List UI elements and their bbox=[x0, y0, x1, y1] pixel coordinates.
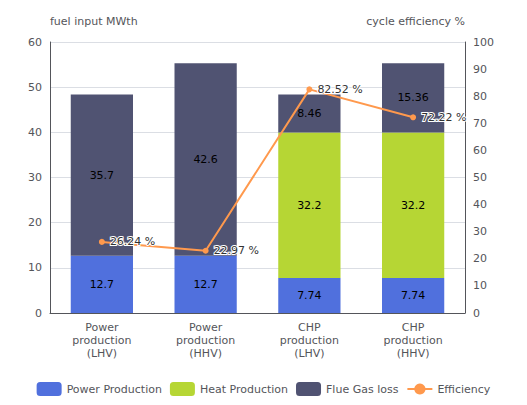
svg-text:50: 50 bbox=[473, 171, 487, 184]
svg-text:20: 20 bbox=[473, 252, 487, 265]
svg-text:Power Production: Power Production bbox=[67, 383, 162, 396]
svg-text:7.74: 7.74 bbox=[297, 289, 322, 302]
svg-text:42.6: 42.6 bbox=[193, 153, 218, 166]
svg-text:CHP: CHP bbox=[402, 321, 425, 334]
svg-text:80: 80 bbox=[473, 90, 487, 103]
svg-text:40: 40 bbox=[28, 126, 42, 139]
svg-text:Flue Gas loss: Flue Gas loss bbox=[326, 383, 399, 396]
svg-text:Power: Power bbox=[189, 321, 223, 334]
svg-text:10: 10 bbox=[473, 279, 487, 292]
svg-text:7.74: 7.74 bbox=[401, 289, 426, 302]
svg-text:100: 100 bbox=[473, 36, 494, 49]
svg-text:50: 50 bbox=[28, 81, 42, 94]
svg-text:10: 10 bbox=[28, 261, 42, 274]
svg-text:26.24 %: 26.24 % bbox=[110, 235, 155, 248]
svg-text:40: 40 bbox=[473, 198, 487, 211]
svg-text:72.22 %: 72.22 % bbox=[421, 111, 466, 124]
svg-text:production: production bbox=[384, 334, 443, 347]
svg-text:production: production bbox=[176, 334, 235, 347]
svg-text:Power: Power bbox=[85, 321, 119, 334]
svg-text:20: 20 bbox=[28, 216, 42, 229]
svg-text:0: 0 bbox=[35, 307, 42, 320]
svg-text:(LHV): (LHV) bbox=[87, 347, 118, 360]
svg-text:60: 60 bbox=[473, 144, 487, 157]
svg-text:82.52 %: 82.52 % bbox=[317, 83, 362, 96]
svg-text:90: 90 bbox=[473, 63, 487, 76]
svg-text:production: production bbox=[280, 334, 339, 347]
svg-text:12.7: 12.7 bbox=[90, 278, 115, 291]
svg-text:production: production bbox=[72, 334, 131, 347]
svg-text:35.7: 35.7 bbox=[90, 169, 115, 182]
svg-text:CHP: CHP bbox=[298, 321, 321, 334]
svg-text:12.7: 12.7 bbox=[193, 278, 218, 291]
svg-text:8.46: 8.46 bbox=[297, 107, 322, 120]
svg-text:(LHV): (LHV) bbox=[294, 347, 325, 360]
svg-text:30: 30 bbox=[473, 225, 487, 238]
svg-text:cycle efficiency %: cycle efficiency % bbox=[366, 15, 465, 28]
svg-text:30: 30 bbox=[28, 171, 42, 184]
svg-text:Heat Production: Heat Production bbox=[200, 383, 288, 396]
svg-text:fuel input MWth: fuel input MWth bbox=[50, 15, 138, 28]
svg-text:(HHV): (HHV) bbox=[397, 347, 430, 360]
svg-text:Efficiency: Efficiency bbox=[437, 383, 490, 396]
svg-text:(HHV): (HHV) bbox=[189, 347, 222, 360]
svg-text:60: 60 bbox=[28, 36, 42, 49]
svg-text:32.2: 32.2 bbox=[297, 199, 322, 212]
svg-text:32.2: 32.2 bbox=[401, 199, 426, 212]
svg-text:15.36: 15.36 bbox=[397, 91, 429, 104]
svg-text:22.97 %: 22.97 % bbox=[214, 244, 259, 257]
svg-text:0: 0 bbox=[473, 307, 480, 320]
svg-text:70: 70 bbox=[473, 117, 487, 130]
